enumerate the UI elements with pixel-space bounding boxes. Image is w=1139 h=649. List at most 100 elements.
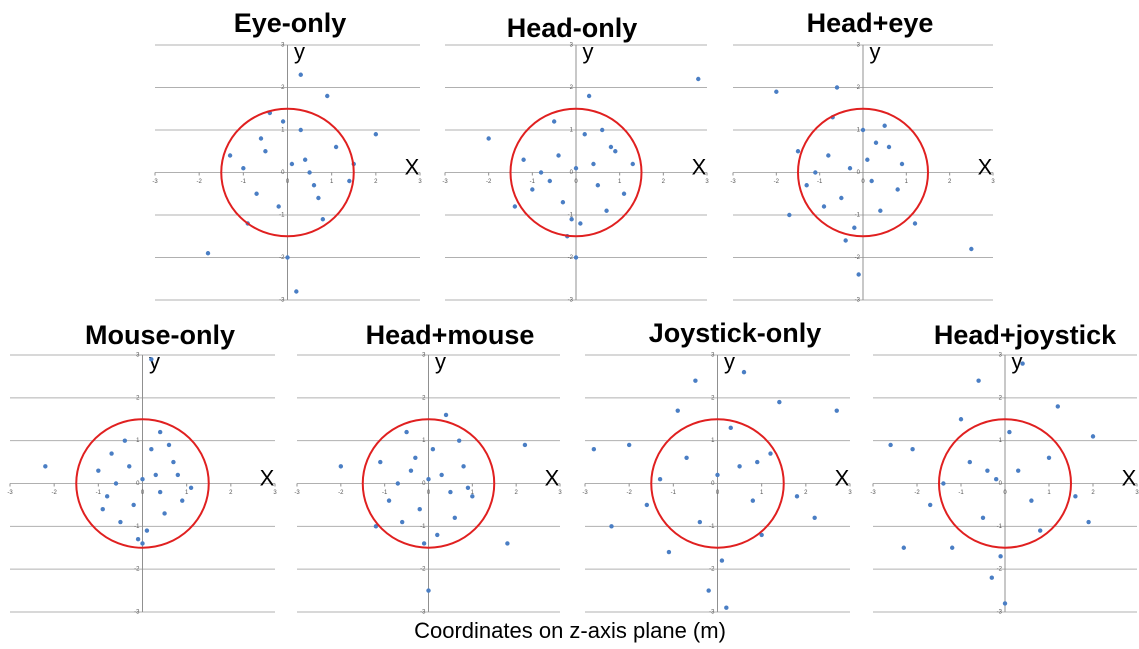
- point: [604, 208, 609, 213]
- caption: Coordinates on z-axis plane (m): [414, 618, 726, 643]
- point: [486, 136, 491, 141]
- x-tick-label: 3: [705, 179, 709, 185]
- point: [521, 157, 526, 162]
- x-tick-label: -1: [96, 490, 102, 496]
- point: [320, 217, 326, 222]
- point: [644, 502, 650, 508]
- point: [912, 221, 918, 226]
- point: [157, 489, 163, 495]
- point: [834, 408, 839, 413]
- point: [696, 76, 701, 82]
- x-tick-label: -2: [196, 179, 202, 185]
- point: [888, 442, 893, 448]
- threshold-circle: [75, 418, 210, 549]
- point: [180, 498, 185, 503]
- point: [522, 442, 528, 448]
- y-tick-label: 1: [570, 128, 574, 134]
- point: [395, 481, 401, 486]
- point: [591, 447, 597, 452]
- point: [1020, 361, 1025, 366]
- point: [149, 447, 154, 452]
- threshold-circle: [509, 107, 643, 238]
- point: [1002, 601, 1008, 606]
- point: [777, 399, 782, 405]
- y-tick-label: -1: [420, 524, 426, 530]
- point: [118, 519, 123, 525]
- panel-title: Head+joystick: [934, 320, 1117, 350]
- x-tick-label: 3: [991, 179, 995, 185]
- point: [878, 208, 883, 213]
- y-axis-label: y: [870, 39, 881, 64]
- x-tick-label: 1: [185, 490, 189, 496]
- point: [127, 464, 132, 469]
- point: [768, 451, 773, 456]
- point: [316, 195, 321, 201]
- x-tick-label: 1: [471, 490, 475, 496]
- point: [1073, 494, 1078, 499]
- y-axis-label: y: [1012, 349, 1023, 374]
- point: [1055, 404, 1061, 409]
- point: [976, 378, 981, 383]
- x-axis-label: X: [978, 154, 993, 179]
- point: [737, 464, 742, 469]
- x-tick-label: 2: [1091, 490, 1095, 496]
- point: [958, 417, 964, 422]
- x-tick-label: 2: [514, 490, 518, 496]
- x-tick-label: 2: [804, 490, 808, 496]
- x-axis-label: X: [545, 465, 560, 490]
- point: [569, 217, 574, 222]
- point: [378, 459, 383, 465]
- y-tick-label: 3: [999, 353, 1003, 359]
- panel-title: Eye-only: [234, 8, 347, 38]
- point: [1086, 519, 1091, 525]
- point: [573, 255, 579, 260]
- point: [1046, 455, 1052, 460]
- point: [426, 588, 431, 593]
- point: [254, 191, 259, 196]
- point: [928, 502, 933, 508]
- x-tick-label: 3: [418, 179, 422, 185]
- point: [586, 93, 592, 99]
- point: [302, 157, 308, 162]
- x-tick-label: 2: [662, 179, 666, 185]
- point: [538, 170, 544, 175]
- point: [547, 178, 552, 184]
- y-tick-label: -2: [568, 255, 574, 261]
- threshold-circle: [938, 418, 1072, 549]
- point: [373, 132, 379, 137]
- x-tick-label: 0: [861, 179, 865, 185]
- y-tick-label: 1: [281, 128, 285, 134]
- point: [774, 89, 779, 94]
- y-tick-label: -2: [855, 255, 861, 261]
- point: [435, 532, 440, 538]
- y-tick-label: 2: [570, 85, 574, 91]
- x-tick-label: 3: [1135, 490, 1139, 496]
- x-tick-label: -1: [241, 179, 247, 185]
- y-tick-label: 0: [422, 481, 426, 487]
- y-tick-label: 3: [711, 353, 715, 359]
- point: [333, 144, 339, 150]
- point: [144, 528, 150, 533]
- point: [307, 170, 312, 175]
- point: [609, 524, 614, 529]
- x-tick-label: -3: [870, 490, 876, 496]
- point: [162, 511, 167, 516]
- y-tick-label: -1: [568, 213, 574, 219]
- x-tick-label: -1: [382, 490, 388, 496]
- point: [560, 200, 566, 205]
- point: [1038, 528, 1043, 533]
- point: [578, 221, 583, 226]
- y-axis-label: y: [435, 349, 446, 374]
- panel-title: Joystick-only: [649, 318, 822, 348]
- point: [104, 494, 110, 499]
- y-tick-label: 3: [136, 353, 140, 359]
- point: [573, 166, 579, 171]
- x-tick-label: 0: [141, 490, 145, 496]
- y-tick-label: -2: [709, 567, 715, 573]
- point: [843, 238, 848, 243]
- point: [994, 477, 999, 482]
- y-tick-label: 3: [422, 353, 426, 359]
- y-tick-label: -1: [709, 524, 715, 530]
- y-tick-label: 1: [857, 128, 861, 134]
